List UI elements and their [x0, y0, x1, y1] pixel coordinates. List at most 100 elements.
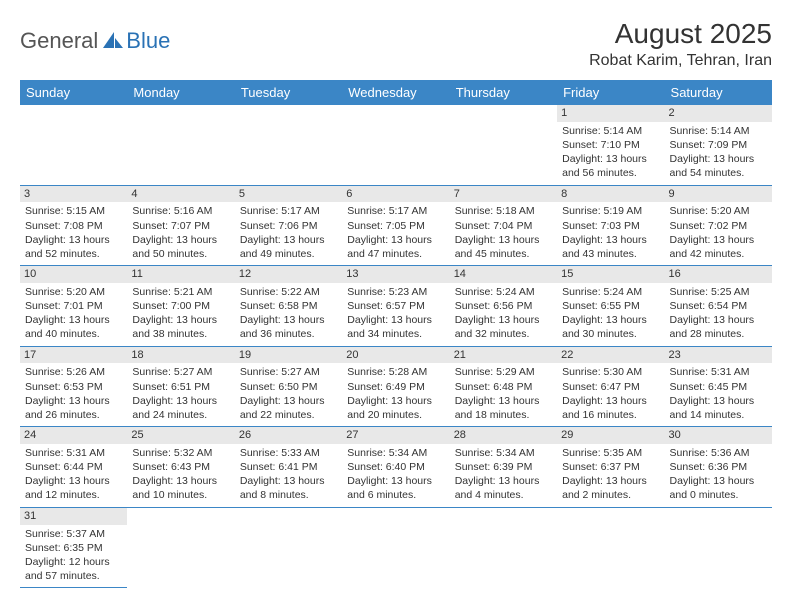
- sunset-line: Sunset: 6:40 PM: [347, 460, 444, 474]
- calendar-cell: 17Sunrise: 5:26 AMSunset: 6:53 PMDayligh…: [20, 346, 127, 427]
- weekday-header: Thursday: [450, 80, 557, 105]
- calendar-cell: 2Sunrise: 5:14 AMSunset: 7:09 PMDaylight…: [665, 105, 772, 185]
- daylight-line: Daylight: 13 hours and 0 minutes.: [670, 474, 767, 502]
- weekday-header: Tuesday: [235, 80, 342, 105]
- calendar-cell: 11Sunrise: 5:21 AMSunset: 7:00 PMDayligh…: [127, 266, 234, 347]
- calendar-cell: 29Sunrise: 5:35 AMSunset: 6:37 PMDayligh…: [557, 427, 664, 508]
- location: Robat Karim, Tehran, Iran: [589, 52, 772, 70]
- daylight-line: Daylight: 13 hours and 34 minutes.: [347, 313, 444, 341]
- daylight-line: Daylight: 13 hours and 28 minutes.: [670, 313, 767, 341]
- sunrise-line: Sunrise: 5:20 AM: [25, 285, 122, 299]
- sunset-line: Sunset: 7:04 PM: [455, 219, 552, 233]
- sunset-line: Sunset: 7:01 PM: [25, 299, 122, 313]
- daylight-line: Daylight: 13 hours and 32 minutes.: [455, 313, 552, 341]
- daylight-line: Daylight: 13 hours and 43 minutes.: [562, 233, 659, 261]
- calendar-cell: 23Sunrise: 5:31 AMSunset: 6:45 PMDayligh…: [665, 346, 772, 427]
- calendar-cell: 26Sunrise: 5:33 AMSunset: 6:41 PMDayligh…: [235, 427, 342, 508]
- calendar-cell: 19Sunrise: 5:27 AMSunset: 6:50 PMDayligh…: [235, 346, 342, 427]
- day-number: 13: [342, 266, 449, 283]
- sunrise-line: Sunrise: 5:36 AM: [670, 446, 767, 460]
- calendar-cell: 18Sunrise: 5:27 AMSunset: 6:51 PMDayligh…: [127, 346, 234, 427]
- day-number: 29: [557, 427, 664, 444]
- title-block: August 2025 Robat Karim, Tehran, Iran: [589, 18, 772, 70]
- day-number: 28: [450, 427, 557, 444]
- sunset-line: Sunset: 7:03 PM: [562, 219, 659, 233]
- calendar-cell: [665, 507, 772, 588]
- calendar-cell: 8Sunrise: 5:19 AMSunset: 7:03 PMDaylight…: [557, 185, 664, 266]
- weekday-header: Sunday: [20, 80, 127, 105]
- day-number: 14: [450, 266, 557, 283]
- sunset-line: Sunset: 7:10 PM: [562, 138, 659, 152]
- day-number: 24: [20, 427, 127, 444]
- calendar-cell: [235, 105, 342, 185]
- sunrise-line: Sunrise: 5:24 AM: [455, 285, 552, 299]
- sunset-line: Sunset: 7:07 PM: [132, 219, 229, 233]
- sunset-line: Sunset: 6:58 PM: [240, 299, 337, 313]
- sunset-line: Sunset: 6:39 PM: [455, 460, 552, 474]
- month-title: August 2025: [589, 18, 772, 50]
- calendar-cell: [127, 507, 234, 588]
- day-number: 21: [450, 347, 557, 364]
- daylight-line: Daylight: 13 hours and 18 minutes.: [455, 394, 552, 422]
- day-number: 7: [450, 186, 557, 203]
- calendar-cell: [235, 507, 342, 588]
- daylight-line: Daylight: 13 hours and 40 minutes.: [25, 313, 122, 341]
- sail-icon: [102, 32, 124, 50]
- daylight-line: Daylight: 13 hours and 42 minutes.: [670, 233, 767, 261]
- day-number: 2: [665, 105, 772, 122]
- daylight-line: Daylight: 13 hours and 10 minutes.: [132, 474, 229, 502]
- calendar-cell: 20Sunrise: 5:28 AMSunset: 6:49 PMDayligh…: [342, 346, 449, 427]
- sunrise-line: Sunrise: 5:24 AM: [562, 285, 659, 299]
- calendar-cell: 21Sunrise: 5:29 AMSunset: 6:48 PMDayligh…: [450, 346, 557, 427]
- sunrise-line: Sunrise: 5:37 AM: [25, 527, 122, 541]
- sunrise-line: Sunrise: 5:22 AM: [240, 285, 337, 299]
- calendar-cell: 13Sunrise: 5:23 AMSunset: 6:57 PMDayligh…: [342, 266, 449, 347]
- daylight-line: Daylight: 13 hours and 20 minutes.: [347, 394, 444, 422]
- calendar-cell: 3Sunrise: 5:15 AMSunset: 7:08 PMDaylight…: [20, 185, 127, 266]
- daylight-line: Daylight: 13 hours and 26 minutes.: [25, 394, 122, 422]
- sunrise-line: Sunrise: 5:16 AM: [132, 204, 229, 218]
- daylight-line: Daylight: 13 hours and 24 minutes.: [132, 394, 229, 422]
- calendar-cell: 5Sunrise: 5:17 AMSunset: 7:06 PMDaylight…: [235, 185, 342, 266]
- calendar-cell: 31Sunrise: 5:37 AMSunset: 6:35 PMDayligh…: [20, 507, 127, 588]
- sunset-line: Sunset: 6:53 PM: [25, 380, 122, 394]
- header: General Blue August 2025 Robat Karim, Te…: [20, 18, 772, 70]
- daylight-line: Daylight: 13 hours and 2 minutes.: [562, 474, 659, 502]
- sunrise-line: Sunrise: 5:15 AM: [25, 204, 122, 218]
- sunrise-line: Sunrise: 5:31 AM: [670, 365, 767, 379]
- day-number: 6: [342, 186, 449, 203]
- sunrise-line: Sunrise: 5:14 AM: [562, 124, 659, 138]
- daylight-line: Daylight: 13 hours and 50 minutes.: [132, 233, 229, 261]
- sunrise-line: Sunrise: 5:19 AM: [562, 204, 659, 218]
- day-number: 1: [557, 105, 664, 122]
- day-number: 19: [235, 347, 342, 364]
- day-number: 15: [557, 266, 664, 283]
- calendar-cell: 6Sunrise: 5:17 AMSunset: 7:05 PMDaylight…: [342, 185, 449, 266]
- day-number: 8: [557, 186, 664, 203]
- day-number: 10: [20, 266, 127, 283]
- calendar-table: SundayMondayTuesdayWednesdayThursdayFrid…: [20, 80, 772, 588]
- sunrise-line: Sunrise: 5:32 AM: [132, 446, 229, 460]
- sunset-line: Sunset: 6:35 PM: [25, 541, 122, 555]
- sunrise-line: Sunrise: 5:20 AM: [670, 204, 767, 218]
- sunset-line: Sunset: 6:55 PM: [562, 299, 659, 313]
- weekday-header: Wednesday: [342, 80, 449, 105]
- sunrise-line: Sunrise: 5:17 AM: [240, 204, 337, 218]
- sunrise-line: Sunrise: 5:35 AM: [562, 446, 659, 460]
- day-number: 11: [127, 266, 234, 283]
- calendar-header: SundayMondayTuesdayWednesdayThursdayFrid…: [20, 80, 772, 105]
- daylight-line: Daylight: 13 hours and 56 minutes.: [562, 152, 659, 180]
- sunrise-line: Sunrise: 5:30 AM: [562, 365, 659, 379]
- calendar-cell: 24Sunrise: 5:31 AMSunset: 6:44 PMDayligh…: [20, 427, 127, 508]
- sunrise-line: Sunrise: 5:26 AM: [25, 365, 122, 379]
- sunset-line: Sunset: 7:06 PM: [240, 219, 337, 233]
- calendar-cell: [450, 507, 557, 588]
- weekday-header: Friday: [557, 80, 664, 105]
- daylight-line: Daylight: 13 hours and 8 minutes.: [240, 474, 337, 502]
- day-number: 5: [235, 186, 342, 203]
- day-number: 20: [342, 347, 449, 364]
- sunrise-line: Sunrise: 5:34 AM: [455, 446, 552, 460]
- day-number: 9: [665, 186, 772, 203]
- sunset-line: Sunset: 6:56 PM: [455, 299, 552, 313]
- sunrise-line: Sunrise: 5:31 AM: [25, 446, 122, 460]
